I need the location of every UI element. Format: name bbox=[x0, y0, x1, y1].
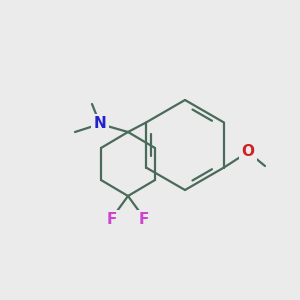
Text: F: F bbox=[107, 212, 117, 227]
Text: O: O bbox=[242, 145, 254, 160]
Text: F: F bbox=[139, 212, 149, 227]
Text: N: N bbox=[94, 116, 106, 131]
